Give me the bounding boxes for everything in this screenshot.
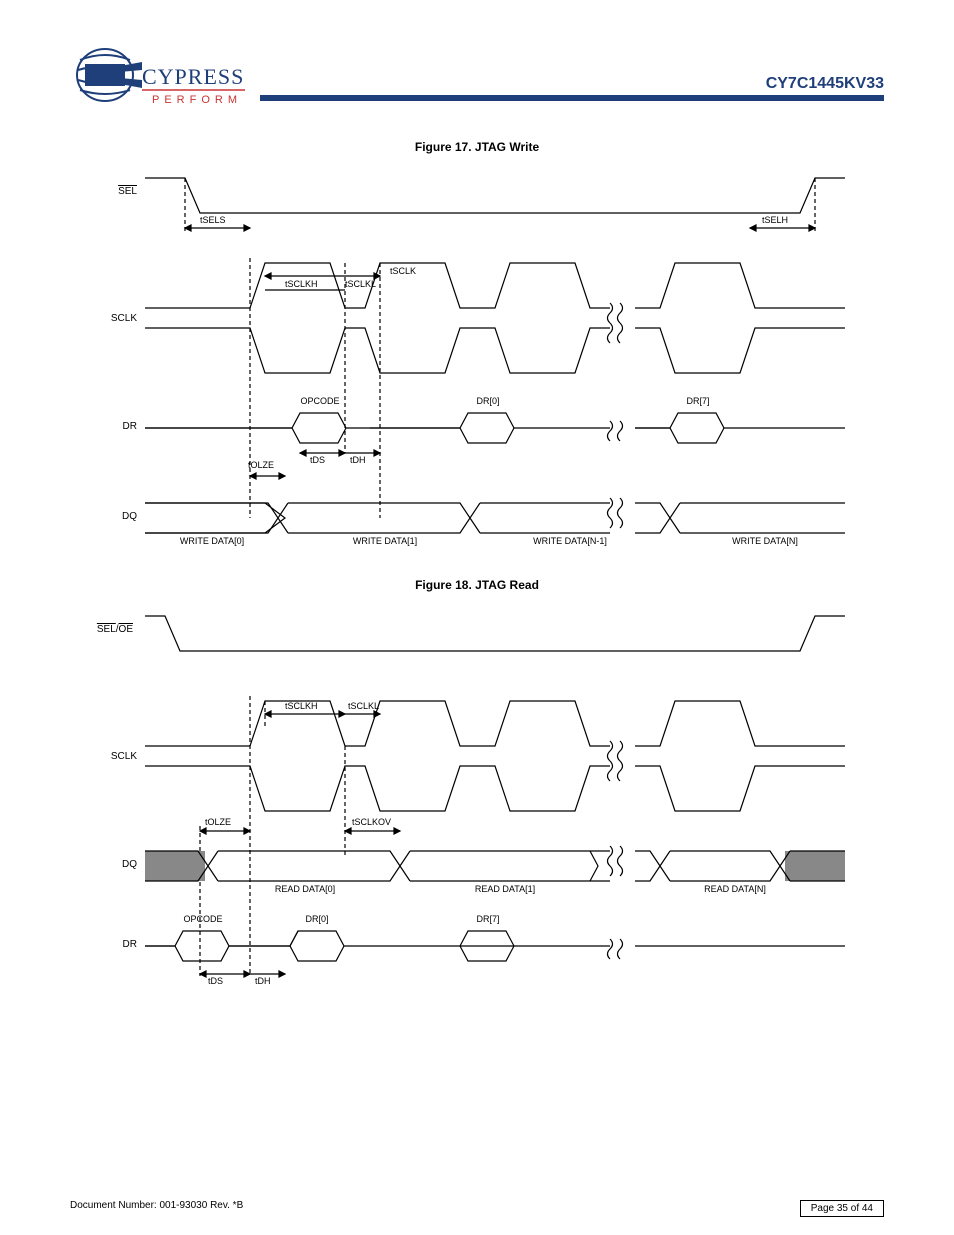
fig17-tsclkh: tSCLKH [285, 279, 318, 289]
fig17-tolze: tOLZE [248, 460, 274, 470]
fig18-tsclkov: tSCLKOV [352, 817, 391, 827]
fig17-dq-label: DQ [72, 511, 137, 522]
fig17-tsclk: tSCLK [390, 266, 416, 276]
fig17-dr-opcode: OPCODE [298, 396, 342, 406]
header-divider [260, 95, 884, 101]
logo: CYPRESS PERFORM [70, 40, 250, 120]
header-part-number: CY7C1445KV33 [766, 75, 884, 93]
figure-18-title: Figure 18. JTAG Read [70, 578, 884, 592]
fig17-dq0: WRITE DATA[0] [162, 536, 262, 546]
fig17-dq1: WRITE DATA[1] [330, 536, 440, 546]
fig17-tsels: tSELS [200, 215, 226, 225]
fig17-dqn: WRITE DATA[N] [710, 536, 820, 546]
fig18-tsclkl: tSCLKL [348, 701, 379, 711]
fig18-sel-label: SEL/OE [68, 624, 133, 635]
header: CYPRESS PERFORM CY7C1445KV33 [70, 40, 884, 130]
fig18-dr-0: DR[0] [295, 914, 339, 924]
fig17-dr-7: DR[7] [678, 396, 718, 406]
fig18-tolze: tOLZE [205, 817, 231, 827]
fig17-dqn1: WRITE DATA[N-1] [510, 536, 630, 546]
fig18-dr-opcode: OPCODE [178, 914, 228, 924]
fig17-tsclkl: tSCLKL [345, 279, 376, 289]
fig18-tds: tDS [208, 976, 223, 986]
fig18-dq-label: DQ [72, 859, 137, 870]
logo-brand-text: CYPRESS [142, 64, 244, 89]
fig18-tdh: tDH [255, 976, 271, 986]
fig18-dq1: READ DATA[1] [450, 884, 560, 894]
fig18-tsclkh: tSCLKH [285, 701, 318, 711]
figure-17-title: Figure 17. JTAG Write [70, 140, 884, 154]
logo-tagline-text: PERFORM [152, 94, 242, 106]
figure-17-diagram: SEL SCLK DR DQ tSELS tSELH tSCLK tSCLKH … [90, 158, 850, 568]
fig18-dqn: READ DATA[N] [680, 884, 790, 894]
page: CYPRESS PERFORM CY7C1445KV33 Figure 17. … [0, 0, 954, 1235]
fig18-sclk-label: SCLK [72, 751, 137, 762]
footer-docnum: Document Number: 001-93030 Rev. *B [70, 1200, 243, 1211]
fig17-tds: tDS [310, 455, 325, 465]
fig18-dr-label: DR [72, 939, 137, 950]
fig18-dr-7: DR[7] [466, 914, 510, 924]
fig17-tdh: tDH [350, 455, 366, 465]
fig17-tselh: tSELH [762, 215, 788, 225]
fig18-dq0: READ DATA[0] [250, 884, 360, 894]
fig17-sclk-label: SCLK [72, 313, 137, 324]
figure-18-diagram: SEL/OE SCLK DQ DR tSCLKH tSCLKL tOLZE tS… [90, 596, 850, 996]
fig17-dr-0: DR[0] [468, 396, 508, 406]
fig17-sel-label: SEL [72, 186, 137, 197]
footer-page: Page 35 of 44 [800, 1200, 884, 1217]
fig17-dr-label: DR [72, 421, 137, 432]
